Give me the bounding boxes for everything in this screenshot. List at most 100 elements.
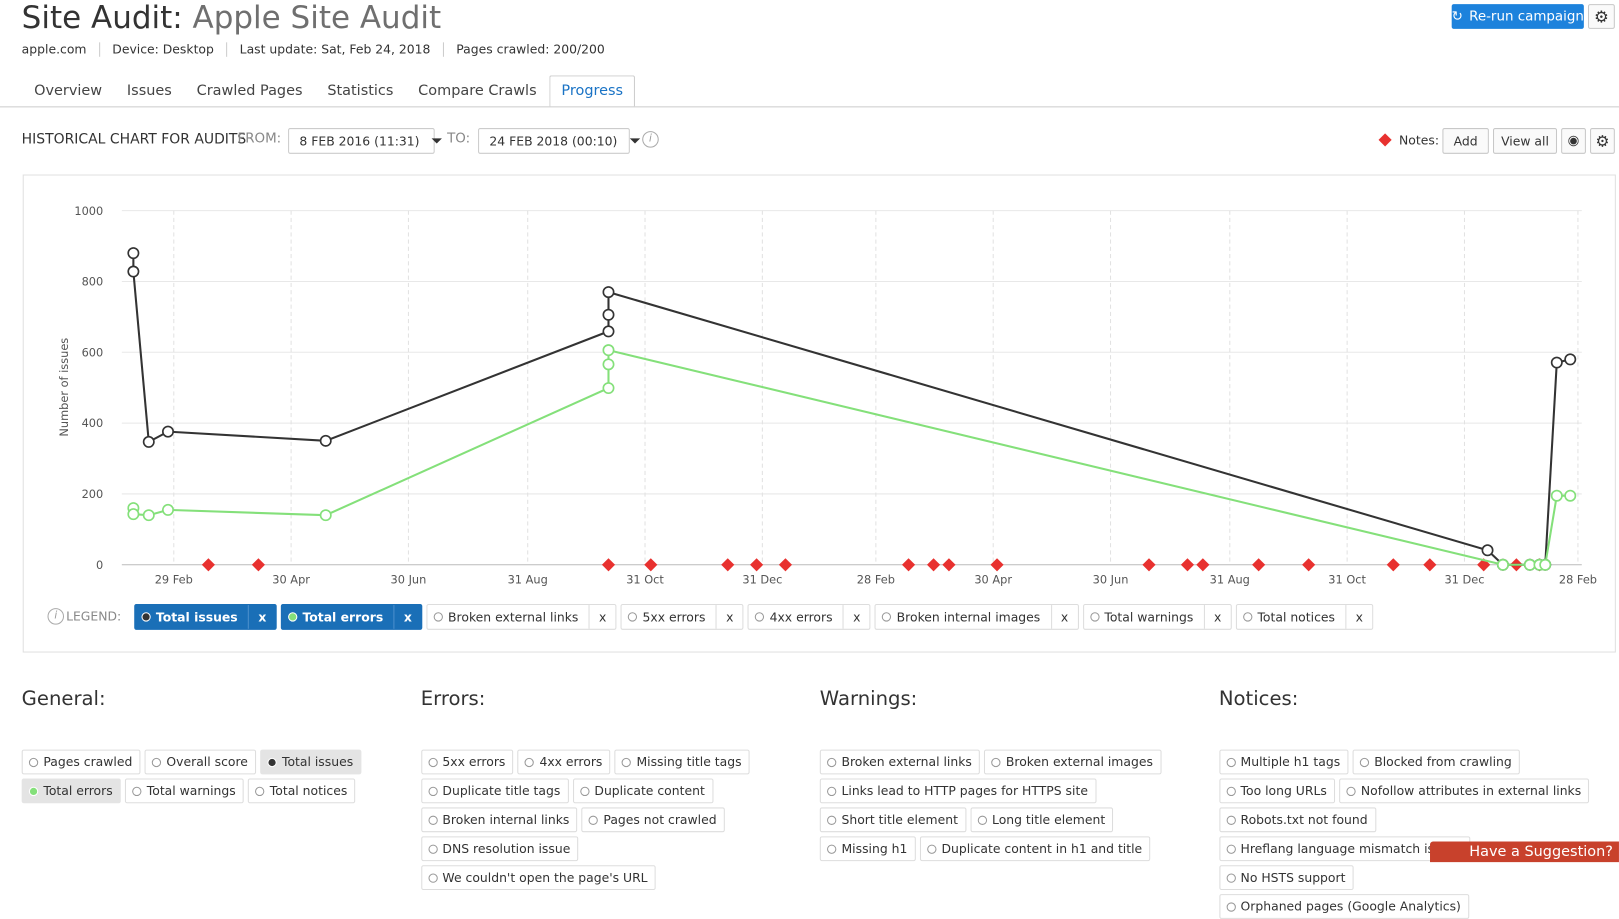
legend-radio — [755, 612, 765, 622]
info-icon[interactable]: i — [642, 131, 659, 148]
legend-name[interactable]: Total notices — [1237, 605, 1347, 629]
tab[interactable]: Progress — [548, 75, 636, 107]
legend-name[interactable]: 4xx errors — [749, 605, 844, 629]
legend-remove[interactable]: x — [1355, 609, 1363, 625]
legend-remove[interactable]: x — [403, 609, 412, 625]
filter-radio — [524, 757, 535, 767]
tab[interactable]: Overview — [34, 82, 103, 100]
data-point — [1481, 544, 1494, 557]
filter-item[interactable]: Overall score — [144, 749, 257, 775]
filter-item[interactable]: 5xx errors — [420, 749, 514, 775]
filter-item[interactable]: Total issues — [260, 749, 362, 775]
filter-item[interactable]: Broken external images — [984, 749, 1162, 775]
filter-item[interactable]: Total errors — [21, 778, 121, 804]
legend-name[interactable]: 5xx errors — [622, 605, 717, 629]
page-title: Site Audit: Apple Site Audit — [22, 0, 441, 37]
filter-item[interactable]: Broken internal links — [420, 807, 578, 833]
legend-name[interactable]: Total errors — [282, 605, 395, 629]
filter-radio — [1226, 872, 1236, 883]
filter-label: Duplicate content — [594, 783, 705, 799]
x-tick-label: 31 Dec — [742, 572, 782, 586]
filter-item[interactable]: Total notices — [248, 778, 356, 804]
data-point — [1564, 489, 1577, 502]
legend-remove[interactable]: x — [599, 609, 607, 625]
x-tick-label: 29 Feb — [155, 572, 193, 586]
filter-item[interactable]: Short title element — [819, 807, 967, 833]
x-tick-label: 30 Jun — [391, 572, 427, 586]
filter-item[interactable]: Nofollow attributes in external links — [1339, 778, 1590, 804]
filter-radio — [255, 786, 265, 796]
filter-radio — [427, 872, 438, 883]
note-marker — [750, 558, 764, 572]
filter-item[interactable]: Duplicate title tags — [420, 778, 569, 804]
legend-text: 4xx errors — [769, 609, 833, 625]
meta-row: apple.com Device: Desktop Last update: Sat… — [22, 42, 618, 57]
filter-item[interactable]: Total warnings — [125, 778, 244, 804]
filter-radio — [28, 786, 39, 796]
legend-name[interactable]: Total warnings — [1084, 605, 1205, 629]
filter-item[interactable]: Long title element — [970, 807, 1114, 833]
legend-chip: Broken external links x — [426, 604, 617, 630]
filter-item[interactable]: Missing title tags — [614, 749, 750, 775]
legend-radio — [433, 612, 443, 622]
suggestion-label: Have a Suggestion? — [1469, 843, 1613, 861]
filter-label: Broken external images — [1005, 754, 1153, 770]
filter-item[interactable]: Links lead to HTTP pages for HTTPS site — [819, 778, 1097, 804]
legend-name[interactable]: Broken internal images — [876, 605, 1052, 629]
to-dropdown[interactable]: 24 FEB 2018 (00:10) — [478, 128, 630, 154]
tab[interactable]: Crawled Pages — [196, 82, 303, 100]
view-all-button[interactable]: View all — [1492, 128, 1558, 154]
chart-settings-button[interactable]: ⚙ — [1590, 128, 1615, 154]
data-point — [602, 344, 615, 357]
legend-radio — [141, 612, 151, 622]
eye-button[interactable]: ◉ — [1561, 128, 1586, 154]
data-point — [602, 358, 615, 371]
legend-info-icon[interactable]: i — [47, 608, 65, 625]
filter-item[interactable]: Pages not crawled — [581, 807, 725, 833]
tab[interactable]: Issues — [126, 82, 172, 100]
filter-label: 5xx errors — [442, 754, 506, 770]
panel-title: General: — [21, 687, 106, 711]
from-dropdown[interactable]: 8 FEB 2016 (11:31) — [288, 128, 435, 154]
legend-remove[interactable]: x — [1213, 609, 1222, 625]
tab[interactable]: Statistics — [327, 82, 394, 100]
filter-item[interactable]: DNS resolution issue — [420, 836, 579, 862]
data-point — [1496, 558, 1509, 571]
legend-remove[interactable]: x — [258, 609, 267, 625]
legend-remove[interactable]: x — [853, 609, 861, 625]
from-value: 8 FEB 2016 (11:31) — [299, 133, 420, 149]
filter-radio — [827, 815, 837, 825]
data-point — [602, 286, 615, 299]
filter-item[interactable]: Duplicate content — [572, 778, 714, 804]
filter-item[interactable]: Missing h1 — [819, 836, 916, 862]
rerun-button[interactable]: ↻ Re-run campaign — [1452, 4, 1584, 29]
filter-radio — [28, 757, 39, 767]
note-marker — [1302, 558, 1316, 572]
filter-label: Duplicate title tags — [442, 783, 561, 799]
filter-item[interactable]: Blocked from crawling — [1352, 749, 1520, 775]
legend-name[interactable]: Total issues — [135, 605, 250, 629]
filter-item[interactable]: Orphaned pages (Google Analytics) — [1218, 894, 1470, 919]
filter-label: Robots.txt not found — [1240, 812, 1368, 828]
filter-item[interactable]: We couldn't open the page's URL — [420, 865, 656, 891]
filter-radio — [827, 786, 837, 796]
filter-radio — [132, 786, 142, 796]
filter-item[interactable]: Broken external links — [819, 749, 981, 775]
legend-remove[interactable]: x — [726, 609, 734, 625]
filter-item[interactable]: Multiple h1 tags — [1218, 749, 1349, 775]
filter-item[interactable]: Pages crawled — [21, 749, 141, 775]
legend-name[interactable]: Broken external links — [427, 605, 590, 629]
tab[interactable]: Compare Crawls — [418, 82, 537, 100]
add-note-button[interactable]: Add — [1442, 128, 1489, 154]
notes-label: Notes: — [1399, 133, 1439, 148]
filter-item[interactable]: Robots.txt not found — [1218, 807, 1376, 833]
filter-item[interactable]: No HSTS support — [1218, 865, 1354, 891]
suggestion-button[interactable]: Have a Suggestion? — [1430, 841, 1619, 863]
filter-label: Duplicate content in h1 and title — [941, 841, 1143, 856]
filter-item[interactable]: Too long URLs — [1218, 778, 1336, 804]
data-point — [602, 325, 615, 338]
filter-item[interactable]: Duplicate content in h1 and title — [919, 836, 1151, 862]
settings-button[interactable]: ⚙ — [1587, 4, 1615, 29]
filter-item[interactable]: 4xx errors — [517, 749, 611, 775]
legend-remove[interactable]: x — [1060, 609, 1069, 625]
